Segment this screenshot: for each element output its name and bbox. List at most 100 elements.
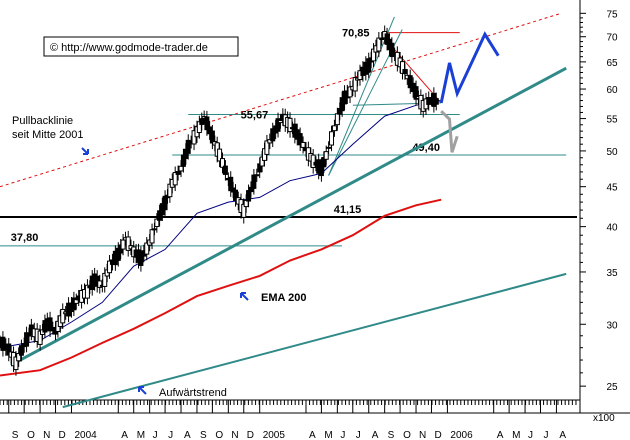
candle-body bbox=[149, 229, 155, 244]
candle-body bbox=[248, 186, 254, 193]
x-tick-label: N bbox=[231, 430, 238, 440]
candle-body bbox=[287, 117, 293, 133]
projection-grey bbox=[440, 110, 459, 153]
candle-body bbox=[433, 98, 439, 105]
trendline bbox=[62, 272, 567, 409]
candle-body bbox=[18, 345, 24, 356]
x-tick-label: O bbox=[215, 430, 223, 440]
candle-body bbox=[246, 190, 252, 202]
x-tick-label: D bbox=[434, 430, 441, 440]
y-tick-label: 35 bbox=[606, 268, 618, 279]
level-label: 49,40 bbox=[412, 142, 440, 154]
candle-body bbox=[199, 118, 205, 125]
candle-body bbox=[270, 128, 276, 142]
candle-body bbox=[251, 174, 257, 189]
candle-body bbox=[107, 260, 113, 274]
candle-body bbox=[347, 86, 353, 98]
candle-body bbox=[97, 280, 103, 288]
x-tick-label: A bbox=[559, 430, 566, 440]
candle-body bbox=[379, 37, 385, 41]
level-label: 37,80 bbox=[11, 232, 39, 244]
candle-body bbox=[402, 68, 408, 75]
annotation-trend: Aufwärtstrend bbox=[159, 387, 227, 399]
x-tick-label: S bbox=[12, 430, 19, 440]
x-tick-label: N bbox=[43, 430, 50, 440]
candle-body bbox=[138, 251, 144, 266]
candle-body bbox=[172, 172, 178, 186]
x-tick-label: A bbox=[121, 430, 128, 440]
annotation-ema: EMA 200 bbox=[261, 292, 306, 304]
y-tick-label: 75 bbox=[606, 9, 618, 20]
candle-body bbox=[222, 165, 228, 175]
annotation-arrow-ema bbox=[240, 292, 249, 301]
candle-body bbox=[254, 174, 260, 177]
x-tick-label: O bbox=[403, 430, 411, 440]
candle-body bbox=[389, 42, 395, 58]
candle-body bbox=[331, 125, 337, 132]
y-tick-label: 60 bbox=[606, 85, 618, 96]
trendline bbox=[10, 66, 567, 367]
x-tick-label: 2004 bbox=[74, 430, 97, 440]
x-tick-label: D bbox=[247, 430, 254, 440]
candle-body bbox=[60, 308, 66, 324]
candle-body bbox=[154, 218, 160, 228]
candle-body bbox=[329, 131, 335, 146]
x-tick-label: M bbox=[137, 430, 145, 440]
annotation-pullback-since: seit Mitte 2001 bbox=[12, 129, 84, 141]
candle-body bbox=[217, 148, 223, 162]
trendline bbox=[0, 12, 562, 188]
x-tick-label: M bbox=[512, 430, 520, 440]
candle-body bbox=[204, 116, 210, 131]
ema-200-line bbox=[0, 198, 442, 377]
x-tick-label: J bbox=[543, 430, 548, 440]
candle-body bbox=[407, 75, 413, 89]
x-tick-label: J bbox=[340, 430, 345, 440]
x-tick-label: J bbox=[356, 430, 361, 440]
x-tick-label: M bbox=[324, 430, 332, 440]
candle-body bbox=[264, 140, 270, 155]
candle-body bbox=[162, 195, 168, 211]
candle-body bbox=[376, 37, 382, 52]
annotation-arrow-trend bbox=[138, 386, 147, 395]
watermark-text: © http://www.godmode-trader.de bbox=[50, 42, 208, 54]
candle-body bbox=[334, 113, 340, 126]
candle-body bbox=[207, 126, 213, 135]
x-tick-label: 2006 bbox=[450, 430, 473, 440]
x-tick-label: D bbox=[59, 430, 66, 440]
x-tick-label: S bbox=[388, 430, 395, 440]
candle-body bbox=[175, 171, 181, 175]
candle-body bbox=[323, 151, 329, 160]
candle-body bbox=[220, 158, 226, 168]
y-tick-label: 70 bbox=[606, 33, 618, 44]
y-tick-label: 45 bbox=[606, 183, 618, 194]
candle-body bbox=[277, 120, 283, 124]
candle-body bbox=[426, 97, 432, 105]
x-tick-label: S bbox=[200, 430, 207, 440]
y-tick-label: 55 bbox=[606, 115, 618, 126]
candle-body bbox=[233, 189, 239, 201]
candle-body bbox=[157, 210, 163, 221]
candle-body bbox=[120, 239, 126, 250]
x-tick-label: 2005 bbox=[263, 430, 286, 440]
candle-body bbox=[0, 336, 6, 351]
candle-body bbox=[191, 130, 197, 145]
candle-body bbox=[151, 228, 157, 231]
level-label: 41,15 bbox=[334, 204, 362, 216]
y-tick-label: 65 bbox=[606, 58, 618, 69]
candle-body bbox=[47, 317, 53, 332]
x-tick-label: N bbox=[419, 430, 426, 440]
annotation-arrow-pullback bbox=[81, 147, 89, 155]
candle-body bbox=[297, 133, 303, 146]
level-label: 55,67 bbox=[241, 109, 269, 121]
candle-body bbox=[144, 242, 150, 255]
fan-line bbox=[328, 16, 395, 176]
candle-body bbox=[326, 146, 332, 149]
candle-body bbox=[185, 139, 191, 154]
x-tick-label: J bbox=[168, 430, 173, 440]
projection-blue bbox=[439, 31, 500, 104]
candle-body bbox=[178, 165, 184, 172]
y-tick-label: 25 bbox=[606, 382, 618, 393]
